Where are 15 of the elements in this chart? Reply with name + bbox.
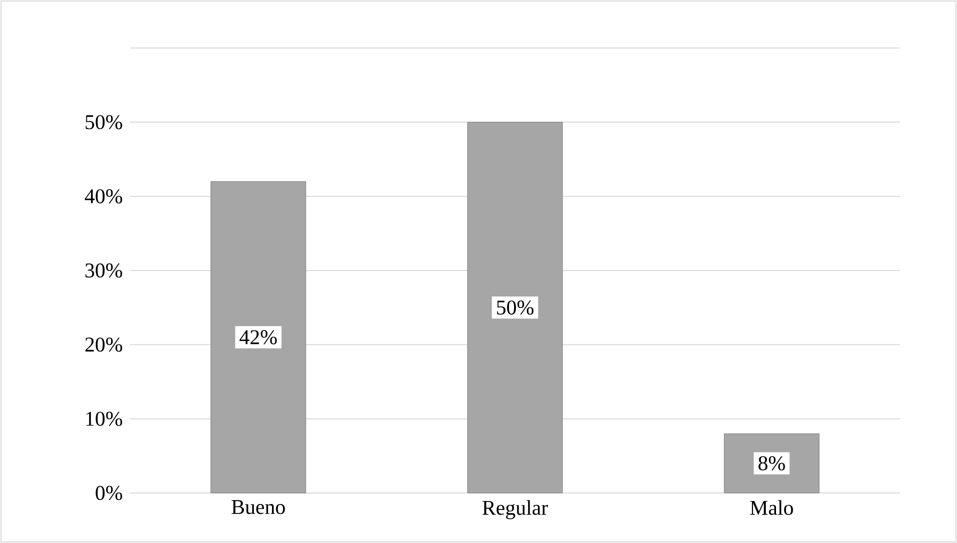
bar: [210, 181, 306, 494]
y-tick-label: 0%: [96, 486, 122, 500]
bar: [724, 433, 820, 494]
data-label: 8%: [758, 456, 785, 470]
data-label: 50%: [497, 300, 534, 315]
x-tick-label: Regular: [482, 500, 548, 520]
y-tick-label: 10%: [86, 412, 122, 426]
y-tick-label: 40%: [84, 189, 122, 204]
y-tick-label: 50%: [86, 115, 122, 130]
data-label: 42%: [240, 330, 277, 344]
y-tick-label: 20%: [85, 338, 122, 352]
y-tick-label: 30%: [85, 263, 122, 278]
x-tick-label: Bueno: [232, 500, 285, 514]
x-tick-label: Malo: [750, 500, 793, 515]
bar: [467, 122, 563, 494]
